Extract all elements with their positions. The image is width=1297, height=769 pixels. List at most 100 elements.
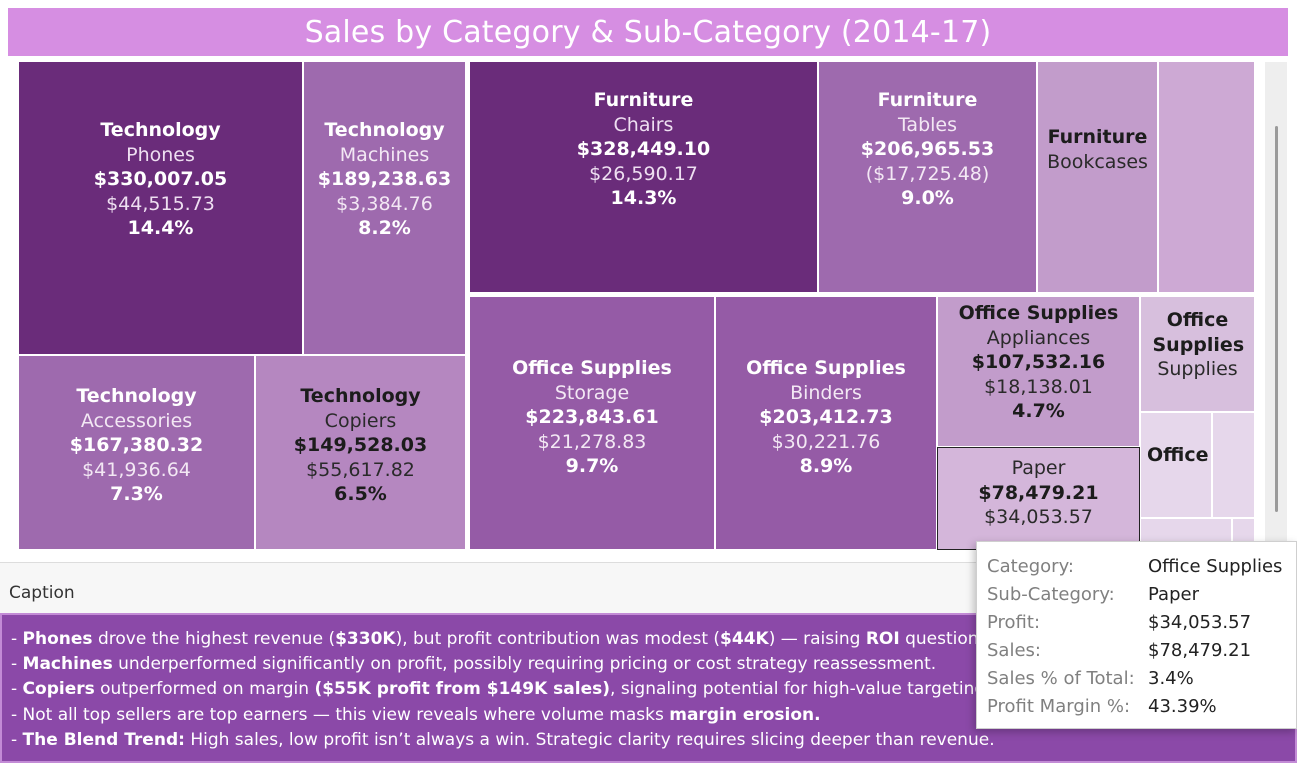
tile-margin-value: 8.9% — [799, 455, 853, 477]
caption-emphasis: $330K — [335, 629, 396, 649]
treemap-tile-office-supplies-binders[interactable]: Office Supplies Binders $203,412.73 $30,221… — [715, 296, 937, 550]
hover-tooltip: Category: Office Supplies Sub-Category: Pap… — [976, 541, 1297, 729]
tile-margin-value: 14.4% — [127, 217, 194, 239]
caption-text: outperformed on margin — [94, 679, 315, 700]
treemap-tile-furniture-bookcases[interactable]: Furniture Bookcases — [1037, 61, 1158, 293]
tooltip-value: $34,053.57 — [1148, 612, 1252, 633]
tile-sales-value: $167,380.32 — [69, 434, 204, 456]
caption-line: - The Blend Trend: High sales, low profi… — [11, 728, 1295, 753]
tile-margin-value: 9.7% — [565, 455, 619, 477]
caption-line: - Copiers outperformed on margin ($55K p… — [11, 677, 1295, 702]
treemap-tile-office-supplies-supplies[interactable]: Office Supplies Supplies — [1140, 296, 1255, 412]
tooltip-key: Sub-Category: — [987, 584, 1115, 605]
dashboard-title: Sales by Category & Sub-Category (2014-1… — [304, 14, 992, 50]
tile-category-label: Office Supplies — [746, 357, 906, 379]
scrollbar-thumb[interactable] — [1275, 126, 1278, 512]
caption-emphasis: Phones — [22, 629, 93, 649]
tile-sales-value: $189,238.63 — [317, 168, 452, 190]
caption-text-box: - Phones drove the highest revenue ($330… — [0, 613, 1297, 763]
tile-profit-value: $21,278.83 — [537, 430, 647, 453]
tile-profit-value: $34,053.57 — [984, 506, 1093, 528]
caption-text: - Not all top sellers are top earners — … — [11, 704, 670, 725]
tile-category-label: Furniture — [877, 89, 978, 111]
tile-subcategory-label: Storage — [554, 381, 630, 404]
treemap-tile-technology-machines[interactable]: Technology Machines $189,238.63 $3,384.76 8.… — [303, 61, 466, 355]
treemap-tile-office-supplies-storage[interactable]: Office Supplies Storage $223,843.61 $21,278… — [469, 296, 715, 550]
dashboard-title-bar: Sales by Category & Sub-Category (2014-1… — [8, 8, 1288, 56]
tile-category-label: Office Supplies — [958, 302, 1119, 324]
tooltip-key: Profit: — [987, 612, 1041, 633]
treemap-tile-office-small-1[interactable]: Office — [1140, 412, 1212, 518]
tile-profit-value: $44,515.73 — [106, 192, 215, 215]
caption-text: , signaling potential for high-value tar… — [610, 679, 991, 700]
tile-profit-value: ($17,725.48) — [865, 162, 990, 185]
caption-emphasis: $44K — [720, 629, 769, 649]
caption-text: ) — raising — [768, 629, 866, 649]
caption-line: - Not all top sellers are top earners — … — [11, 703, 1295, 728]
caption-text: drove the highest revenue ( — [92, 629, 336, 649]
caption-text: - — [11, 679, 23, 700]
tile-sales-value: $149,528.03 — [293, 434, 428, 456]
caption-text: - — [11, 629, 23, 649]
tile-category-label: Technology — [76, 385, 197, 407]
tile-category-label: Technology — [100, 119, 221, 141]
tile-category-label: Office — [1147, 444, 1209, 466]
tooltip-key: Sales: — [987, 640, 1041, 661]
tile-subcategory-label: Tables — [897, 113, 958, 136]
tile-category-label: Technology — [324, 119, 445, 141]
tile-sales-value: $203,412.73 — [759, 406, 893, 428]
tile-margin-value: 6.5% — [334, 483, 387, 505]
caption-text: underperformed significantly on profit, … — [112, 654, 937, 675]
caption-text: High sales, low profit isn’t always a wi… — [184, 729, 995, 750]
caption-emphasis: Copiers — [22, 679, 95, 700]
tile-profit-value: $26,590.17 — [589, 162, 698, 185]
treemap-tile-technology-phones[interactable]: Technology Phones $330,007.05 $44,515.73 14.… — [18, 61, 303, 355]
treemap-tile-office-supplies-appliances[interactable]: Office Supplies Appliances $107,532.16 $18,… — [937, 296, 1140, 447]
tooltip-value: 43.39% — [1148, 696, 1217, 717]
tile-category-label: Office Supplies — [512, 357, 672, 379]
tile-margin-value: 4.7% — [1012, 400, 1065, 422]
tile-subcategory-label: Copiers — [324, 409, 397, 432]
tooltip-key: Profit Margin %: — [987, 696, 1131, 717]
tile-margin-value: 14.3% — [610, 187, 677, 209]
tile-subcategory-label: Supplies — [1157, 358, 1238, 380]
tile-subcategory-label: Chairs — [613, 113, 674, 136]
treemap-tile-furniture-furnishings[interactable] — [1158, 61, 1255, 293]
caption-text: - — [11, 654, 23, 675]
tile-sales-value: $78,479.21 — [978, 481, 1099, 504]
treemap-tile-furniture-tables[interactable]: Furniture Tables $206,965.53 ($17,725.48) 9.… — [818, 61, 1037, 293]
treemap-tile-technology-accessories[interactable]: Technology Accessories $167,380.32 $41,936.… — [18, 355, 255, 550]
treemap-tile-furniture-chairs[interactable]: Furniture Chairs $328,449.10 $26,590.17 14.3… — [469, 61, 818, 293]
caption-line: - Phones drove the highest revenue ($330… — [11, 627, 1295, 652]
tile-subcategory-label: Appliances — [986, 326, 1091, 349]
tile-category-label: Technology — [300, 385, 421, 407]
tile-category-label: Furniture — [1047, 126, 1148, 148]
tile-subcategory-label: Paper — [1011, 457, 1066, 479]
tile-sales-value: $330,007.05 — [93, 168, 228, 190]
caption-text: - — [11, 729, 23, 750]
treemap-tile-technology-copiers[interactable]: Technology Copiers $149,528.03 $55,617.82 6.… — [255, 355, 466, 550]
tile-sales-value: $223,843.61 — [525, 406, 659, 428]
tile-margin-value: 9.0% — [901, 187, 954, 209]
tile-margin-value: 7.3% — [110, 483, 163, 505]
tile-subcategory-label: Accessories — [80, 409, 193, 432]
tooltip-value: $78,479.21 — [1148, 640, 1252, 661]
caption-emphasis: ($55K profit from $149K sales) — [314, 679, 611, 700]
tile-profit-value: $55,617.82 — [306, 458, 415, 481]
caption-emphasis: The Blend Trend: — [22, 729, 185, 750]
tile-margin-value: 8.2% — [358, 217, 411, 239]
caption-line: - Machines underperformed significantly … — [11, 652, 1295, 677]
caption-emphasis: ROI — [865, 629, 900, 649]
tooltip-value: Paper — [1148, 584, 1199, 605]
tooltip-key: Category: — [987, 556, 1074, 577]
treemap-tile-office-supplies-paper[interactable]: Paper $78,479.21 $34,053.57 — [937, 447, 1140, 550]
caption-emphasis: margin erosion. — [669, 704, 821, 725]
tooltip-value: 3.4% — [1148, 668, 1194, 689]
tooltip-value: Office Supplies — [1148, 556, 1283, 577]
tile-profit-value: $3,384.76 — [336, 192, 433, 215]
tooltip-key: Sales % of Total: — [987, 668, 1135, 689]
treemap-tile-office-small-2[interactable] — [1212, 412, 1255, 518]
caption-text: ), but profit contribution was modest ( — [395, 629, 721, 649]
tile-sales-value: $107,532.16 — [971, 351, 1106, 373]
tile-subcategory-label: Bookcases — [1047, 150, 1148, 173]
